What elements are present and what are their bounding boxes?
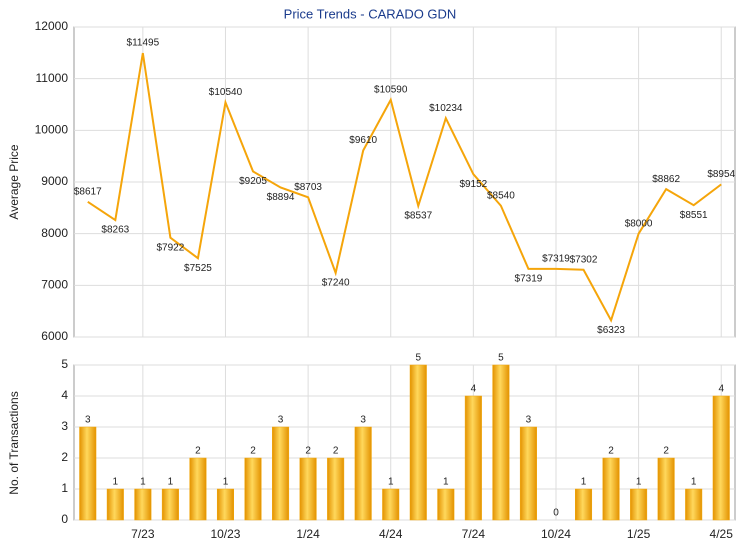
line — [87, 52, 722, 323]
y-tick-label: 12000 — [35, 19, 69, 33]
y-tick-label: 9000 — [41, 174, 68, 188]
data-label: 3 — [85, 415, 91, 426]
y-tick-label: 2 — [61, 450, 68, 464]
x-tick-label: 4/24 — [379, 527, 403, 541]
data-label: 5 — [498, 353, 504, 364]
bar — [630, 488, 648, 521]
bar — [519, 426, 537, 521]
y-tick-label: 1 — [61, 481, 68, 495]
data-label: $9610 — [349, 135, 377, 146]
x-tick-label: 10/24 — [541, 527, 571, 541]
x-tick-label: 10/23 — [210, 527, 240, 541]
data-label: $7319 — [515, 273, 543, 284]
y-tick-label: 6000 — [41, 329, 68, 343]
data-label: $10234 — [429, 103, 463, 114]
data-label: $10590 — [374, 84, 408, 95]
data-label: 2 — [250, 446, 256, 457]
bar — [409, 364, 427, 521]
data-label: $7525 — [184, 263, 212, 274]
bar — [354, 426, 372, 521]
data-label: $8540 — [487, 190, 515, 201]
chart-title: Price Trends - CARADO GDN — [284, 6, 457, 21]
bar — [657, 457, 675, 521]
data-label: $8263 — [101, 225, 129, 236]
data-label: 1 — [691, 477, 697, 488]
y-tick-label: 4 — [61, 388, 68, 402]
y-tick-label: 8000 — [41, 226, 68, 240]
data-label: 2 — [305, 446, 311, 457]
bar — [216, 488, 234, 521]
data-label: 1 — [636, 477, 642, 488]
data-label: $8703 — [294, 182, 322, 193]
y-tick-label: 7000 — [41, 278, 68, 292]
data-label: $8551 — [680, 210, 708, 221]
y-axis-label: No. of Transactions — [7, 391, 21, 494]
data-label: 4 — [471, 384, 477, 395]
y-tick-label: 10000 — [35, 123, 69, 137]
data-label: $8537 — [404, 211, 432, 222]
data-label: $8617 — [74, 186, 102, 197]
x-tick-label: 1/24 — [296, 527, 320, 541]
bar — [244, 457, 262, 521]
bar — [382, 488, 400, 521]
bar — [106, 488, 124, 521]
bar — [189, 457, 207, 521]
data-label: 0 — [553, 508, 559, 519]
bar — [134, 488, 152, 521]
y-tick-label: 0 — [61, 512, 68, 526]
x-tick-label: 1/25 — [627, 527, 651, 541]
data-label: $7922 — [156, 242, 184, 253]
data-label: $7319 — [542, 253, 570, 264]
bar — [272, 426, 290, 521]
data-label: 1 — [581, 477, 587, 488]
data-label: 2 — [663, 446, 669, 457]
x-tick-label: 7/23 — [131, 527, 155, 541]
data-label: 1 — [113, 477, 119, 488]
data-label: $6323 — [597, 325, 625, 336]
data-label: $9152 — [459, 179, 487, 190]
bar — [437, 488, 455, 521]
data-label: 3 — [526, 415, 532, 426]
data-label: 1 — [443, 477, 449, 488]
bar — [602, 457, 620, 521]
data-label: $9205 — [239, 176, 267, 187]
data-label: 5 — [415, 353, 421, 364]
data-label: 2 — [608, 446, 614, 457]
data-label: $8000 — [625, 218, 653, 229]
data-label: 3 — [278, 415, 284, 426]
bar — [492, 364, 510, 521]
data-label: 1 — [168, 477, 174, 488]
bar — [327, 457, 345, 521]
data-label: $8862 — [652, 174, 680, 185]
bar — [464, 395, 482, 521]
x-tick-label: 7/24 — [462, 527, 486, 541]
data-label: $8954 — [707, 169, 735, 180]
y-tick-label: 11000 — [36, 71, 69, 85]
data-label: $8894 — [267, 192, 295, 203]
data-label: $11495 — [127, 38, 160, 49]
data-label: $10540 — [209, 87, 243, 98]
data-label: 1 — [388, 477, 394, 488]
x-tick-label: 4/25 — [710, 527, 734, 541]
bar — [685, 488, 703, 521]
data-label: 1 — [223, 477, 229, 488]
data-label: 1 — [140, 477, 146, 488]
data-label: 2 — [195, 446, 201, 457]
y-axis-label: Average Price — [7, 144, 21, 219]
bar — [712, 395, 730, 521]
data-label: 3 — [360, 415, 366, 426]
data-label: $7302 — [570, 254, 598, 265]
y-tick-label: 3 — [61, 419, 68, 433]
data-label: 4 — [718, 384, 724, 395]
bar — [575, 488, 593, 521]
data-label: 2 — [333, 446, 339, 457]
data-label: $7240 — [322, 278, 350, 289]
y-tick-label: 5 — [61, 357, 68, 371]
bar — [299, 457, 317, 521]
bar — [161, 488, 179, 521]
bar — [79, 426, 97, 521]
